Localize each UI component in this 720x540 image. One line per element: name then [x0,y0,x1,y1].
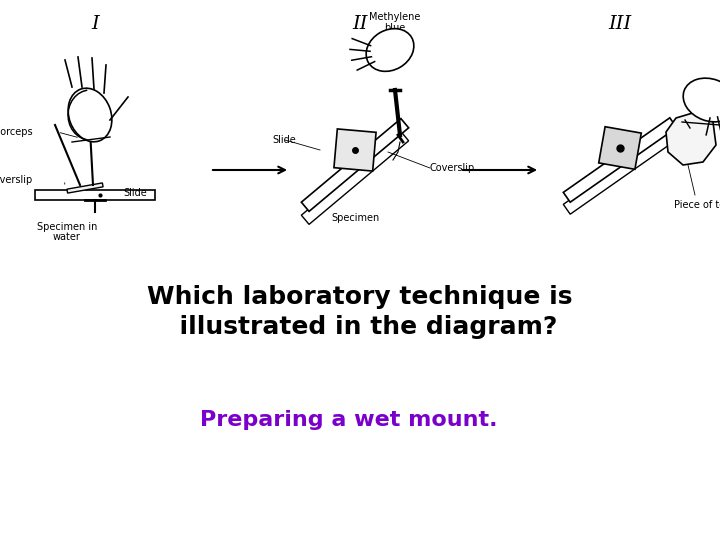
Text: Coverslip: Coverslip [0,175,33,185]
Text: Slide: Slide [123,188,147,198]
Polygon shape [67,183,103,193]
Ellipse shape [366,29,414,71]
Text: Piece of toweling: Piece of toweling [673,200,720,210]
Text: Slide: Slide [272,135,296,145]
Text: Coverslip: Coverslip [430,163,475,173]
Text: Forceps: Forceps [0,127,33,137]
Polygon shape [302,132,409,225]
Ellipse shape [683,78,720,122]
Text: Preparing a wet mount.: Preparing a wet mount. [200,410,498,430]
Bar [35,190,155,200]
Polygon shape [599,127,642,170]
Polygon shape [666,112,716,165]
Text: blue: blue [384,23,405,33]
Text: water: water [53,232,81,242]
Text: Specimen: Specimen [331,213,379,223]
Text: I: I [91,15,99,33]
Polygon shape [563,118,677,202]
Polygon shape [334,129,376,171]
Text: III: III [608,15,631,33]
Text: Methylene: Methylene [369,12,420,22]
Text: II: II [352,15,368,33]
Text: illustrated in the diagram?: illustrated in the diagram? [162,315,558,339]
Ellipse shape [68,88,112,142]
Text: Which laboratory technique is: Which laboratory technique is [148,285,572,309]
Polygon shape [302,119,409,211]
Text: Specimen in: Specimen in [37,222,97,232]
Polygon shape [563,130,677,214]
